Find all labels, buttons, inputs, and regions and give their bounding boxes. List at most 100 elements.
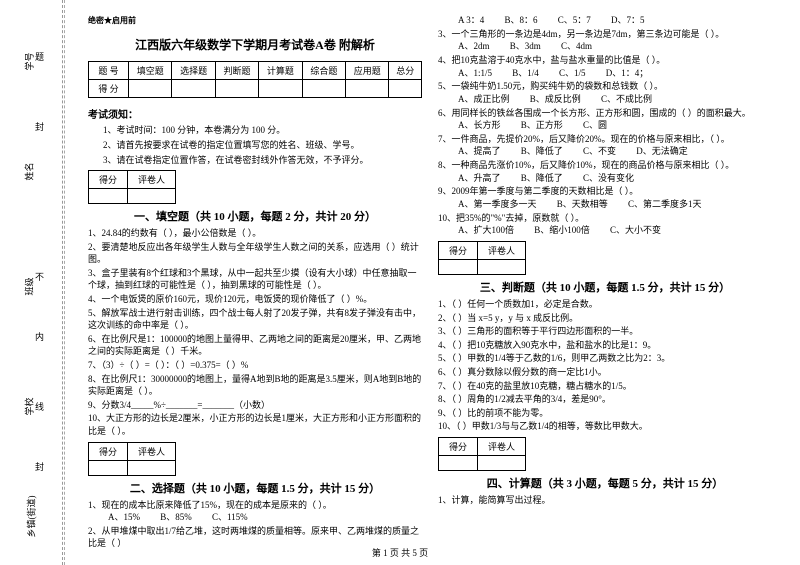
cell-header: 应用题 [346, 62, 389, 80]
question: 4、（ ）把10克糖放入90克水中，盐和盐水的比是1：9。 [438, 339, 772, 352]
cell-header: 判断题 [215, 62, 258, 80]
question: 3、一个三角形的一条边是4dm，另一条边是7dm，第三条边可能是（ ）。 [438, 28, 772, 41]
mini-header: 评卷人 [478, 437, 526, 455]
cell-label: 得 分 [89, 80, 129, 98]
fold-char: 线 [35, 400, 44, 413]
cell-header: 综合题 [302, 62, 345, 80]
options: A、15% B、85% C、115% [88, 512, 422, 524]
question: 9、分数3/4_____%÷_______=_______（小数） [88, 399, 422, 412]
question: 9、2009年第一季度与第二季度的天数相比是（ ）。 [438, 185, 772, 198]
section-2-title: 二、选择题（共 10 小题，每题 1.5 分，共计 15 分） [88, 480, 422, 496]
option: B、1/4 [512, 68, 539, 80]
exam-title: 江西版六年级数学下学期月考试卷A卷 附解析 [88, 36, 422, 53]
notice-item: 2、请首先按要求在试卷的指定位置填写您的姓名、班级、学号。 [88, 138, 422, 151]
cell-header: 题 号 [89, 62, 129, 80]
option: C、圆 [583, 120, 607, 132]
option: A、扩大100倍 [458, 225, 514, 237]
mini-header: 评卷人 [128, 171, 176, 189]
option: C、不成比例 [601, 94, 652, 106]
mini-header: 评卷人 [128, 442, 176, 460]
option: B、降低了 [521, 173, 563, 185]
options: A 3：4 B、8：6 C、5：7 D、7：5 [438, 15, 772, 27]
content-area: 绝密★启用前 江西版六年级数学下学期月考试卷A卷 附解析 题 号 填空题 选择题… [65, 0, 800, 565]
grader-table: 得分评卷人 [88, 442, 176, 476]
option: B、成反比例 [530, 94, 581, 106]
fold-line [62, 0, 63, 565]
question: 6、用同样长的铁丝各围成一个长方形、正方形和圆，围成的（ ）的面积最大。 [438, 107, 772, 120]
option: C、115% [212, 512, 248, 524]
option: A、成正比例 [458, 94, 510, 106]
cell-header: 计算题 [259, 62, 302, 80]
option: A、升高了 [458, 173, 501, 185]
question: 7、（ ）在40克的盐里放10克糖，糖占糖水的1/5。 [438, 380, 772, 393]
cell-header: 填空题 [129, 62, 172, 80]
cell-header: 选择题 [172, 62, 215, 80]
option: B、8：6 [505, 15, 538, 27]
cell-header: 总分 [389, 62, 422, 80]
mini-header: 评卷人 [478, 241, 526, 259]
option: A、15% [108, 512, 140, 524]
options: A、长方形 B、正方形 C、圆 [438, 120, 772, 132]
option: B、正方形 [521, 120, 563, 132]
option: B、天数相等 [557, 199, 608, 211]
grader-table: 得分评卷人 [438, 241, 526, 275]
notice-header: 考试须知： [88, 106, 422, 121]
fold-char: 封 [35, 460, 44, 473]
fold-char: 封 [35, 120, 44, 133]
table-row: 得 分 [89, 80, 422, 98]
question: 1、计算，能简算写出过程。 [438, 494, 772, 507]
option: A、2dm [458, 41, 490, 53]
question: 6、（ ）真分数除以假分数的商一定比1小。 [438, 366, 772, 379]
question: 1、（ ）任何一个质数加1，必定是合数。 [438, 298, 772, 311]
option: C、4dm [561, 41, 592, 53]
question: 5、一袋纯牛奶1.50元，购买纯牛奶的袋数和总钱数（ ）。 [438, 80, 772, 93]
score-summary-table: 题 号 填空题 选择题 判断题 计算题 综合题 应用题 总分 得 分 [88, 61, 422, 98]
fold-char: 题 [35, 50, 44, 63]
mini-header: 得分 [439, 241, 478, 259]
option: C、1/5 [559, 68, 586, 80]
section-4-title: 四、计算题（共 3 小题，每题 5 分，共计 15 分） [438, 475, 772, 491]
question: 8、一种商品先涨价10%，后又降价10%，现在的商品价格与原来相比（ ）。 [438, 159, 772, 172]
option: D、1：4； [606, 68, 649, 80]
mini-header: 得分 [439, 437, 478, 455]
margin-label-township: 乡镇(街道) [25, 496, 38, 538]
options: A、扩大100倍 B、缩小100倍 C、大小不变 [438, 225, 772, 237]
margin-label-id: 学号 [23, 52, 36, 70]
question: 10、大正方形的边长是2厘米，小正方形的边长是1厘米，大正方形和小正方形面积的比… [88, 412, 422, 437]
option: C、没有变化 [583, 173, 634, 185]
option: C、第二季度多1天 [628, 199, 702, 211]
grader-table: 得分评卷人 [88, 170, 176, 204]
question: 2、（ ）当 x=5 y，y 与 x 成反比例。 [438, 312, 772, 325]
option: B、85% [160, 512, 192, 524]
option: B、缩小100倍 [534, 225, 590, 237]
question: 5、（ ）甲数的1/4等于乙数的1/6，则甲乙两数之比为2：3。 [438, 352, 772, 365]
right-column: A 3：4 B、8：6 C、5：7 D、7：5 3、一个三角形的一条边是4dm，… [430, 15, 780, 555]
option: D、无法确定 [636, 146, 688, 158]
option: A 3：4 [458, 15, 484, 27]
option: C、大小不变 [610, 225, 661, 237]
question: 3、盒子里装有8个红球和3个黑球，从中一起共至少摸（设有大小球）中任意抽取一个球… [88, 267, 422, 292]
option: B、降低了 [521, 146, 563, 158]
options: A、升高了 B、降低了 C、没有变化 [438, 173, 772, 185]
notice-item: 3、请在试卷指定位置作答，在试卷密封线外作答无效，不予评分。 [88, 153, 422, 166]
option: C、5：7 [558, 15, 591, 27]
question: 10、把35%的"%"去掉，原数就（ ）。 [438, 212, 772, 225]
question: 6、在比例尺是1：100000的地图上量得甲、乙两地之间的距离是20厘米，甲、乙… [88, 333, 422, 358]
question: 1、24.84的约数有（ ），最小公倍数是（ ）。 [88, 227, 422, 240]
grader-table: 得分评卷人 [438, 437, 526, 471]
margin-label-class: 班级 [23, 277, 36, 295]
option: A、长方形 [458, 120, 501, 132]
table-row: 题 号 填空题 选择题 判断题 计算题 综合题 应用题 总分 [89, 62, 422, 80]
option: D、7：5 [611, 15, 645, 27]
options: A、提高了 B、降低了 C、不变 D、无法确定 [438, 146, 772, 158]
question: 7、（3）÷（ ）=（ ）：（ ）=0.375=（ ）% [88, 359, 422, 372]
option: A、1:1/5 [458, 68, 492, 80]
mini-header: 得分 [89, 442, 128, 460]
exam-page: 乡镇(街道) 学校 班级 姓名 学号 封 线 内 不 封 题 绝密★启用前 江西… [0, 0, 800, 565]
question: 7、一件商品，先提价20%，后又降价20%。现在的价格与原来相比，（ ）。 [438, 133, 772, 146]
options: A、1:1/5 B、1/4 C、1/5 D、1：4； [438, 68, 772, 80]
option: B、3dm [510, 41, 541, 53]
fold-char: 不 [35, 270, 44, 283]
secret-label: 绝密★启用前 [88, 15, 422, 26]
page-footer: 第 1 页 共 5 页 [0, 546, 800, 559]
